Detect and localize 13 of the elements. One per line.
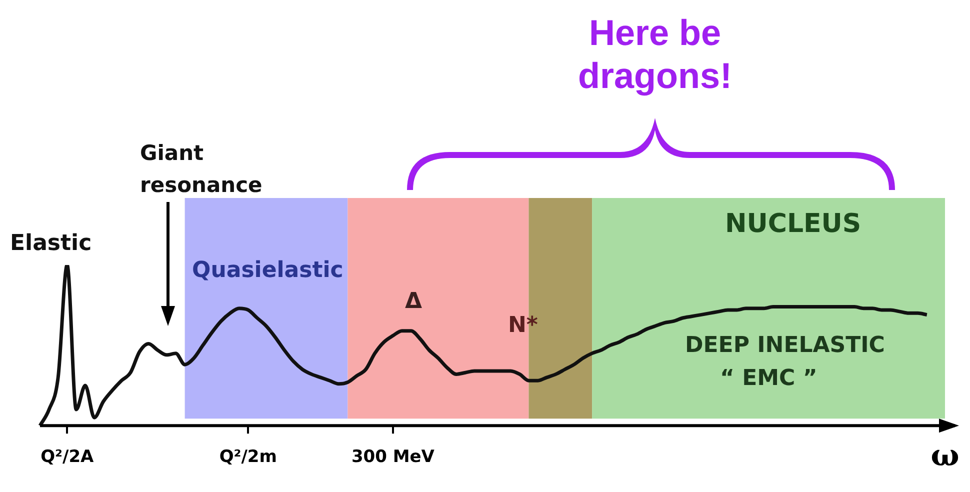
text: Giant resonance bbox=[140, 141, 262, 197]
annotation: Δ bbox=[405, 289, 422, 314]
x-axis-title: ω bbox=[930, 438, 960, 474]
annotation: Quasielastic bbox=[192, 258, 344, 283]
x-tick-label: Q²/2A bbox=[40, 447, 95, 468]
x-tick-label: Q²/2m bbox=[219, 447, 277, 468]
x-tick-label: 300 MeV bbox=[351, 447, 436, 468]
text: Elastic bbox=[10, 231, 92, 256]
text: Here be dragons! bbox=[578, 12, 732, 96]
text: NUCLEUS bbox=[725, 209, 862, 239]
annotation: N* bbox=[508, 313, 538, 338]
annotation: DEEP INELASTIC bbox=[685, 333, 885, 358]
annotation: “ EMC ” bbox=[720, 366, 818, 391]
